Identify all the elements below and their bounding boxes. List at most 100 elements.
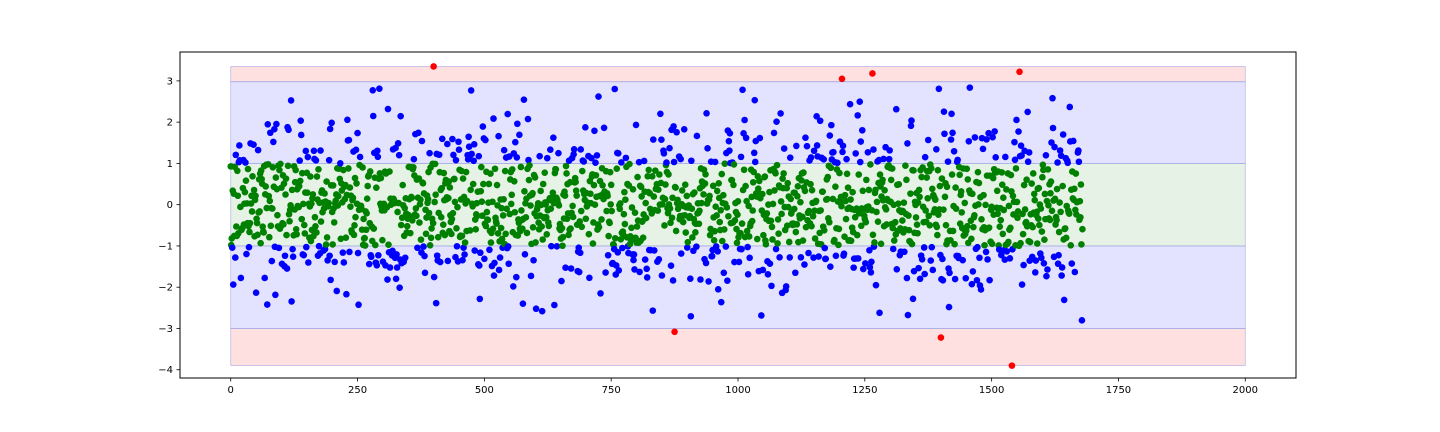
data-point bbox=[1024, 108, 1031, 116]
data-point bbox=[450, 151, 457, 159]
data-point bbox=[823, 195, 831, 203]
data-point bbox=[304, 189, 311, 196]
data-point bbox=[1049, 94, 1056, 102]
data-point bbox=[438, 135, 446, 143]
data-point bbox=[857, 138, 865, 145]
data-point bbox=[847, 237, 855, 245]
data-point bbox=[519, 225, 526, 232]
data-point bbox=[842, 197, 849, 205]
data-point bbox=[394, 140, 402, 147]
data-point bbox=[600, 124, 608, 132]
data-point bbox=[268, 257, 276, 265]
data-point bbox=[1005, 202, 1013, 210]
data-point bbox=[448, 230, 455, 238]
data-point bbox=[1032, 257, 1040, 264]
data-point bbox=[351, 174, 359, 182]
data-point bbox=[733, 239, 741, 247]
y-tick-label: 3 bbox=[167, 76, 173, 87]
data-point bbox=[846, 100, 854, 108]
data-point bbox=[254, 231, 261, 239]
data-point bbox=[553, 243, 561, 250]
data-point bbox=[725, 137, 733, 145]
data-point bbox=[677, 155, 684, 163]
data-point bbox=[1055, 228, 1063, 236]
data-point bbox=[797, 198, 804, 206]
data-point bbox=[683, 244, 691, 251]
data-point bbox=[286, 217, 293, 225]
data-point bbox=[840, 250, 848, 258]
data-point bbox=[894, 200, 902, 208]
data-point bbox=[934, 166, 942, 174]
data-point bbox=[386, 264, 394, 271]
data-point bbox=[449, 135, 456, 143]
data-point bbox=[312, 157, 320, 164]
data-point bbox=[246, 228, 253, 236]
data-point bbox=[280, 221, 287, 228]
data-point bbox=[304, 153, 312, 161]
data-point bbox=[311, 213, 319, 221]
data-point bbox=[929, 266, 937, 274]
data-point bbox=[340, 166, 347, 174]
data-point bbox=[927, 257, 935, 264]
data-point bbox=[879, 176, 886, 184]
data-point bbox=[470, 157, 478, 165]
data-point bbox=[374, 153, 382, 161]
data-point bbox=[1012, 165, 1020, 172]
data-point bbox=[315, 166, 322, 173]
data-point bbox=[430, 273, 438, 281]
data-point bbox=[1015, 128, 1022, 135]
data-point bbox=[922, 207, 929, 214]
data-point bbox=[509, 283, 517, 290]
data-point bbox=[346, 248, 353, 256]
data-point bbox=[649, 307, 657, 314]
data-point bbox=[398, 214, 406, 222]
data-point bbox=[887, 176, 895, 184]
data-point bbox=[295, 182, 303, 190]
data-point bbox=[617, 200, 624, 207]
data-point bbox=[438, 184, 446, 192]
y-tick-label: −3 bbox=[158, 324, 173, 335]
data-point bbox=[1070, 137, 1077, 145]
data-point bbox=[751, 96, 759, 104]
data-point bbox=[234, 192, 242, 200]
data-point bbox=[485, 180, 493, 188]
data-point bbox=[819, 188, 827, 195]
data-point bbox=[619, 244, 626, 252]
data-point bbox=[495, 132, 502, 140]
data-point bbox=[521, 188, 528, 195]
data-point bbox=[259, 223, 266, 231]
data-point bbox=[1077, 181, 1085, 188]
data-point bbox=[1047, 189, 1054, 197]
data-point bbox=[325, 199, 332, 207]
data-point bbox=[309, 191, 317, 198]
data-point bbox=[363, 209, 370, 217]
data-point bbox=[602, 269, 609, 276]
data-point bbox=[293, 230, 300, 238]
data-point bbox=[639, 234, 647, 242]
data-point bbox=[923, 174, 931, 181]
data-point bbox=[257, 239, 264, 247]
data-point bbox=[941, 130, 948, 138]
data-point bbox=[289, 245, 296, 253]
data-point bbox=[885, 155, 893, 163]
data-point bbox=[1065, 210, 1073, 217]
data-point bbox=[976, 254, 983, 262]
data-point bbox=[708, 252, 716, 260]
data-point bbox=[572, 187, 580, 195]
data-point bbox=[839, 148, 846, 156]
data-point bbox=[767, 217, 775, 225]
data-point bbox=[1045, 202, 1052, 209]
data-point bbox=[270, 138, 277, 146]
data-point bbox=[983, 136, 990, 143]
data-point bbox=[296, 157, 304, 164]
data-point bbox=[915, 186, 923, 194]
y-tick-label: −1 bbox=[158, 241, 173, 252]
data-point bbox=[432, 299, 440, 307]
data-point bbox=[1030, 190, 1038, 198]
data-point bbox=[792, 269, 799, 277]
data-point bbox=[545, 222, 553, 230]
data-point bbox=[1041, 190, 1049, 198]
data-point bbox=[1025, 149, 1033, 156]
data-point bbox=[384, 105, 392, 113]
data-point bbox=[326, 252, 333, 260]
